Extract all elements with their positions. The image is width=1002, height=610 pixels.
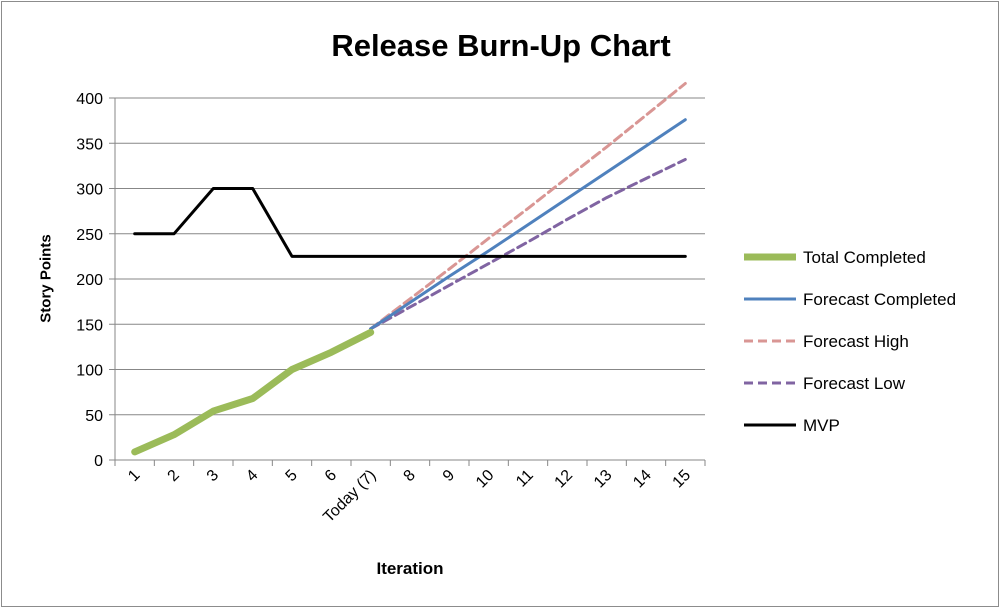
- x-tick-label: 11: [513, 467, 537, 491]
- y-tick-label: 0: [94, 453, 103, 470]
- x-tick-label: 3: [204, 467, 222, 485]
- x-tick-label: 2: [165, 467, 183, 485]
- series-line-total-completed: [131, 328, 375, 456]
- y-tick-label: 250: [76, 227, 103, 244]
- x-tick-label: 15: [670, 467, 695, 492]
- y-tick-label: 200: [76, 272, 103, 289]
- y-tick-label: 300: [76, 182, 103, 199]
- y-tick-label: 100: [76, 363, 103, 380]
- chart-title: Release Burn-Up Chart: [331, 28, 671, 63]
- x-tick-label: 10: [473, 467, 498, 492]
- series-line-forecast-high: [369, 82, 687, 331]
- x-tick-label: 6: [322, 467, 340, 485]
- series-lines: [131, 82, 687, 456]
- y-tick-label: 400: [76, 91, 103, 108]
- legend: Total Completed Forecast Completed Forecas…: [744, 248, 956, 435]
- legend-label-forecast-completed: Forecast Completed: [803, 290, 956, 309]
- series-line-forecast-completed: [369, 118, 687, 331]
- x-tick-label: 14: [630, 467, 655, 492]
- series-line-forecast-low: [369, 158, 687, 331]
- legend-label-forecast-low: Forecast Low: [803, 374, 906, 393]
- legend-label-forecast-high: Forecast High: [803, 332, 909, 351]
- legend-label-mvp: MVP: [803, 416, 840, 435]
- x-tick-label: 8: [401, 467, 419, 485]
- y-tick-label: 50: [85, 408, 103, 425]
- x-tick-label: 5: [283, 467, 301, 485]
- y-tick-label: 350: [76, 136, 103, 153]
- gridlines: [115, 97, 705, 416]
- x-tick-label: 9: [440, 467, 458, 485]
- x-axis-title: Iteration: [376, 559, 444, 578]
- x-tick-label: 13: [591, 467, 616, 492]
- x-tick-label: 1: [125, 467, 143, 485]
- y-tick-label: 150: [76, 317, 103, 334]
- x-tick-label: 12: [552, 467, 577, 492]
- x-tick-label: 4: [243, 467, 261, 485]
- series-line-mvp: [133, 187, 687, 258]
- legend-label-total-completed: Total Completed: [803, 248, 926, 267]
